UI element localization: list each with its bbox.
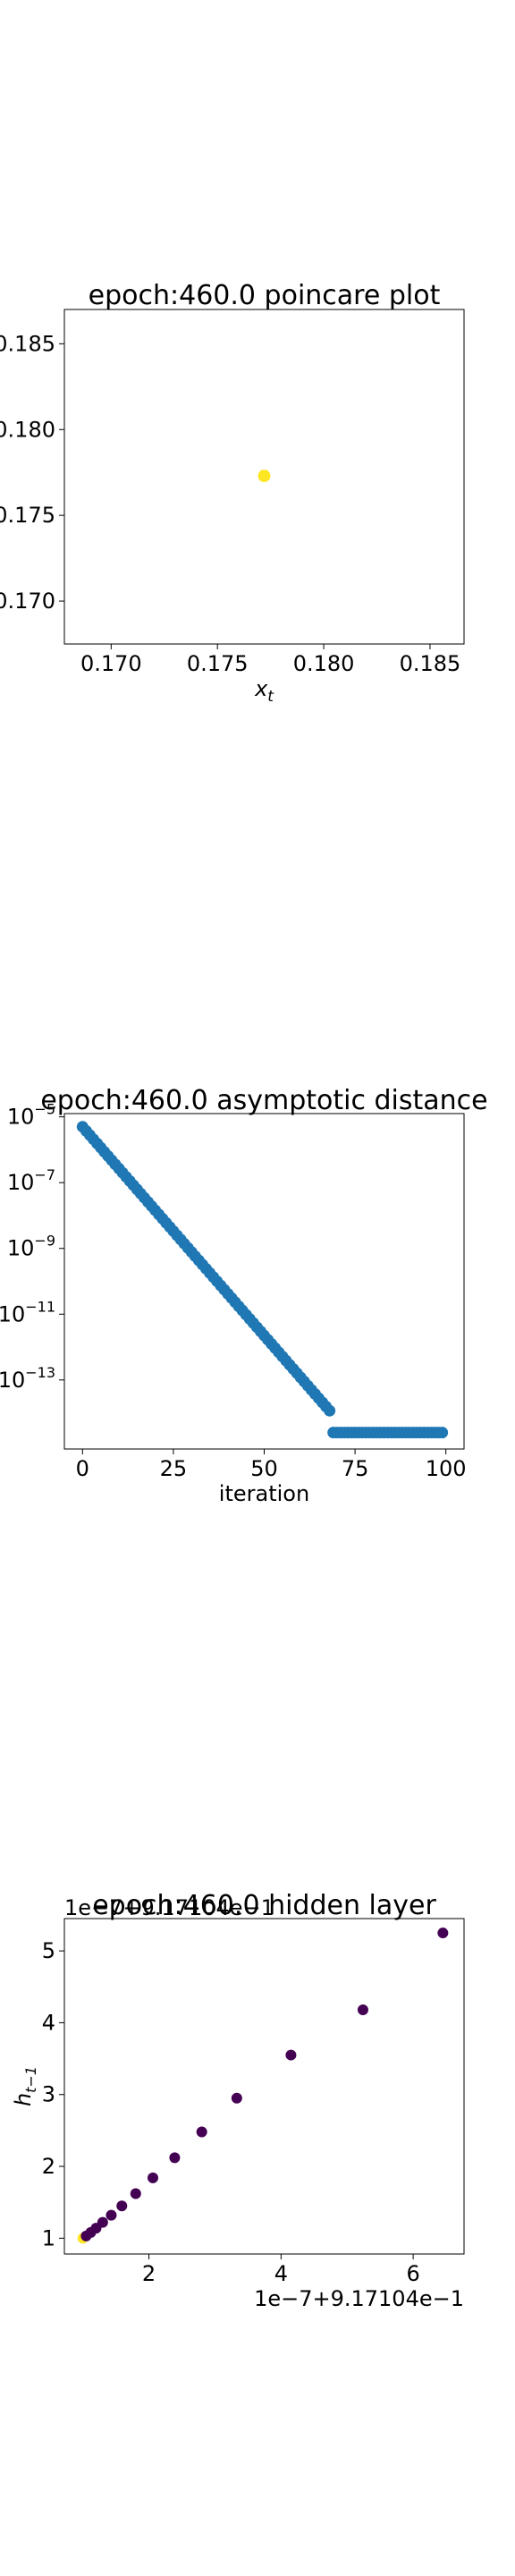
data-point xyxy=(285,2049,297,2061)
y-tick-label: 2 xyxy=(42,2154,55,2179)
data-point xyxy=(437,1928,449,1939)
x-tick-label: 0.170 xyxy=(80,651,142,676)
y-tick-label: 10−5 xyxy=(7,1101,55,1130)
y-tick-label: 10−13 xyxy=(0,1364,55,1393)
x-tick-label: 2 xyxy=(142,2261,156,2286)
x-tick-label: 0 xyxy=(76,1456,89,1481)
y-tick-label: 0.170 xyxy=(0,589,55,614)
data-point xyxy=(196,2126,207,2138)
x-tick-label: 25 xyxy=(160,1456,188,1481)
y-tick-label: 0.175 xyxy=(0,503,55,528)
data-point xyxy=(357,2004,368,2015)
chart-title: epoch:460.0 asymptotic distance xyxy=(40,1085,487,1116)
x-tick-label: 6 xyxy=(406,2261,419,2286)
y-tick-label: 4 xyxy=(42,2010,55,2035)
asymptotic-distance-plot: epoch:460.0 asymptotic distance 0 25 50 75 10… xyxy=(0,1085,488,1506)
data-point xyxy=(148,2172,159,2183)
data-point xyxy=(169,2152,181,2164)
x-axis-label: iteration xyxy=(219,1481,309,1506)
chart-title: epoch:460.0 poincare plot xyxy=(89,280,441,311)
y-tick-label: 3 xyxy=(42,2082,55,2107)
y-tick-label: 10−9 xyxy=(7,1233,55,1261)
axes-frame xyxy=(63,309,465,645)
y-tick-label: 5 xyxy=(42,1938,55,1963)
x-tick-label: 0.175 xyxy=(187,651,249,676)
x-tick-label: 0.185 xyxy=(400,651,461,676)
data-point xyxy=(436,1427,449,1439)
x-tick-label: 100 xyxy=(426,1456,467,1481)
data-point xyxy=(258,470,271,483)
data-point xyxy=(116,2200,128,2212)
x-axis-label: xt xyxy=(254,676,274,706)
x-offset-label: 1e−7+9.17104e−1 xyxy=(254,2286,464,2311)
y-offset-label: 1e−7+9.17104e−1 xyxy=(64,1895,274,1920)
data-point xyxy=(324,1404,336,1417)
data-point xyxy=(106,2209,117,2221)
x-tick-label: 0.180 xyxy=(293,651,355,676)
x-tick-label: 50 xyxy=(250,1456,278,1481)
data-point xyxy=(231,2092,242,2104)
axes-frame xyxy=(63,1113,465,1450)
data-point xyxy=(97,2216,108,2228)
chart-title: epoch:460.0 hidden layer xyxy=(92,1890,436,1921)
x-tick-label: 4 xyxy=(274,2261,288,2286)
x-tick-label: 75 xyxy=(342,1456,369,1481)
y-tick-label: 0.180 xyxy=(0,417,55,442)
y-tick-label: 0.185 xyxy=(0,331,55,356)
data-point xyxy=(130,2188,141,2199)
hidden-layer-plot: epoch:460.0 hidden layer 2 4 6 1 2 3 4 5 1e−7+9.1… xyxy=(11,1890,465,2311)
y-axis-label: ht−1 xyxy=(11,2066,39,2106)
axes-frame xyxy=(63,1918,465,2255)
y-tick-label: 10−7 xyxy=(7,1166,55,1195)
y-tick-label: 10−11 xyxy=(0,1298,55,1326)
poincare-plot: epoch:460.0 poincare plot 0.170 0.175 0.180… xyxy=(0,280,465,706)
y-tick-label: 1 xyxy=(42,2225,55,2250)
